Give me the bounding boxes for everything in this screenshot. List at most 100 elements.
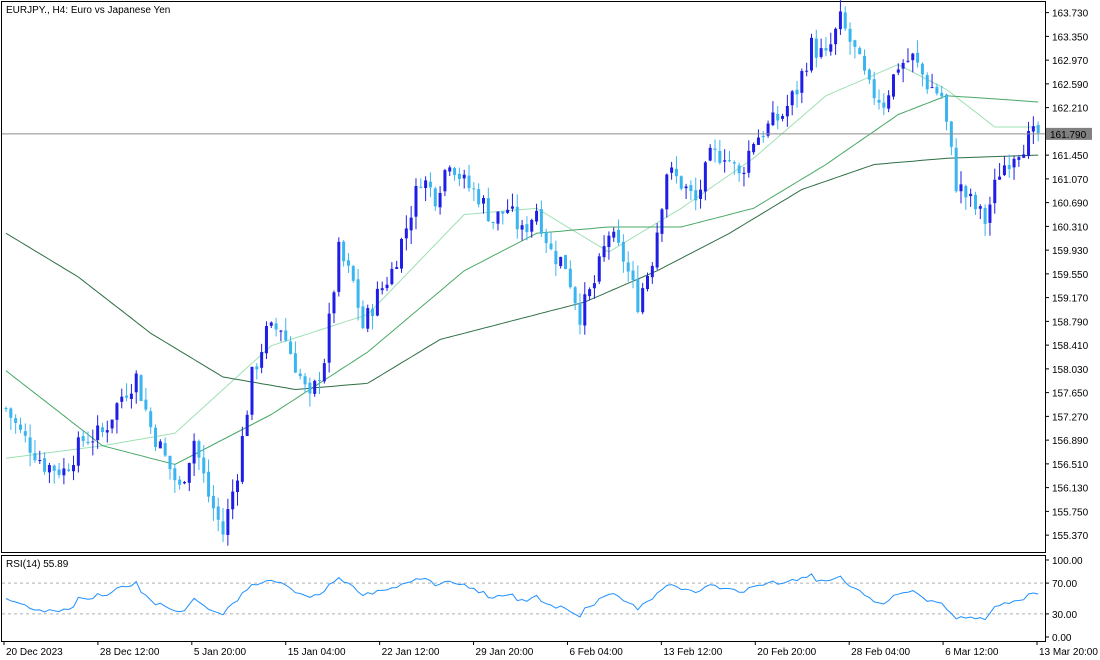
- candle-body: [129, 393, 133, 399]
- candle-body: [573, 287, 577, 304]
- candle-body: [154, 427, 158, 447]
- candle-body: [385, 284, 389, 289]
- candle-body: [173, 468, 177, 481]
- candle-body: [269, 322, 273, 326]
- candle-body: [882, 102, 886, 108]
- candle-body: [1012, 158, 1016, 168]
- candle-body: [916, 52, 920, 63]
- candle-body: [404, 228, 408, 239]
- candle-body: [699, 189, 703, 199]
- candle-body: [216, 506, 220, 520]
- price-tick-label: 162.210: [1052, 104, 1089, 115]
- candle-body: [752, 144, 756, 153]
- candle-body: [867, 69, 871, 80]
- candle-body: [935, 86, 939, 94]
- candle-body: [144, 399, 148, 410]
- candle-body: [351, 266, 355, 281]
- candle-body: [969, 193, 973, 197]
- candle-body: [255, 366, 259, 370]
- price-tick-label: 163.730: [1052, 9, 1089, 20]
- price-axis[interactable]: 163.730 163.350 162.970 162.590 162.210 161.4…: [1045, 9, 1089, 543]
- candle-body: [62, 468, 66, 476]
- candle-body: [1002, 165, 1006, 176]
- price-tick-label: 159.170: [1052, 294, 1089, 305]
- time-tick-label: 28 Feb 04:00: [851, 647, 910, 658]
- candle-body: [665, 174, 669, 210]
- price-tick-label: 155.750: [1052, 507, 1089, 518]
- price-tick-label: 161.450: [1052, 151, 1089, 162]
- candle-body: [592, 283, 596, 289]
- candle-body: [443, 170, 447, 192]
- candle-body: [761, 135, 765, 138]
- candle-body: [843, 12, 847, 29]
- candle-body: [563, 255, 567, 269]
- candle-body: [737, 165, 741, 174]
- candle-body: [231, 491, 235, 510]
- candle-body: [515, 206, 519, 230]
- candle-body: [284, 330, 288, 341]
- candle-body: [226, 509, 230, 535]
- candle-body: [211, 495, 215, 509]
- candle-body: [964, 185, 968, 198]
- candle-body: [641, 288, 645, 313]
- candle-body: [930, 87, 934, 89]
- candle-body: [33, 453, 37, 461]
- candle-body: [901, 62, 905, 69]
- time-axis[interactable]: 20 Dec 2023 28 Dec 12:00 5 Jan 20:00 15 Jan…: [3, 641, 1098, 658]
- candle-body: [313, 380, 317, 394]
- candle-body: [660, 209, 664, 234]
- candle-body: [877, 99, 881, 103]
- candle-body: [863, 55, 867, 71]
- rsi-panel[interactable]: [1, 555, 1046, 642]
- candle-body: [52, 465, 56, 471]
- price-tick-label: 157.270: [1052, 412, 1089, 423]
- rsi-indicator: [2, 573, 1045, 621]
- candle-body: [414, 186, 418, 217]
- candle-body: [424, 180, 428, 189]
- candle-body: [462, 174, 466, 179]
- rsi-tick-label: 30.00: [1052, 610, 1077, 621]
- candle-body: [390, 268, 394, 285]
- fast-ma-line: [5, 63, 1039, 459]
- candle-body: [356, 279, 360, 308]
- candle-body: [1022, 154, 1026, 158]
- candle-body: [438, 192, 442, 208]
- candle-body: [395, 267, 399, 269]
- candle-body: [4, 408, 8, 410]
- candle-body: [645, 275, 649, 290]
- candle-body: [583, 294, 587, 326]
- rsi-tick-label: 100.00: [1052, 556, 1083, 567]
- candle-body: [72, 465, 76, 472]
- candle-body: [163, 443, 167, 456]
- candle-body: [925, 75, 929, 90]
- candle-body: [549, 243, 553, 250]
- candle-body: [67, 469, 71, 471]
- candle-body: [361, 306, 365, 329]
- candle-body: [848, 28, 852, 42]
- candle-body: [486, 198, 490, 222]
- candle-body: [96, 425, 100, 441]
- candle-body: [684, 186, 688, 189]
- candle-body: [43, 458, 47, 472]
- candle-body: [105, 430, 109, 433]
- candle-body: [612, 231, 616, 238]
- candle-body: [366, 308, 370, 329]
- candle-body: [703, 162, 707, 192]
- price-tick-label: 163.350: [1052, 32, 1089, 43]
- candle-body: [47, 465, 51, 473]
- candle-body: [501, 211, 505, 214]
- candle-body: [756, 137, 760, 145]
- candle-body: [727, 160, 731, 162]
- candle-body: [168, 455, 172, 470]
- candle-body: [650, 265, 654, 278]
- time-tick-label: 28 Dec 12:00: [100, 647, 160, 658]
- candle-body: [477, 189, 481, 205]
- candle-body: [91, 441, 95, 443]
- candle-body: [554, 250, 558, 265]
- price-panel[interactable]: [1, 1, 1046, 553]
- candle-body: [236, 480, 240, 493]
- rsi-axis[interactable]: 100.00 70.00 30.00 0.00: [1045, 556, 1083, 644]
- price-tick-label: 158.030: [1052, 365, 1089, 376]
- candle-body: [298, 373, 302, 377]
